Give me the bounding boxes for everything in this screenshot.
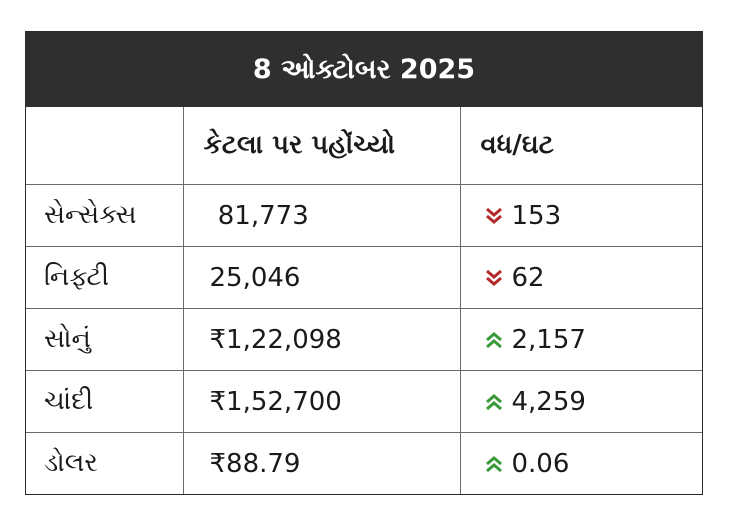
table-row: સેન્સેક્સ 81,773 153 <box>26 184 702 247</box>
row-change: 2,157 <box>511 324 586 355</box>
double-chevron-down-icon <box>485 268 503 288</box>
row-name: ચાંદી <box>26 370 184 433</box>
row-change-cell: 4,259 <box>459 370 702 433</box>
row-value: 81,773 <box>182 184 461 247</box>
row-change: 62 <box>511 262 545 293</box>
row-value: ₹88.79 <box>182 432 461 494</box>
date-title: 8 ઓક્ટોબર 2025 <box>26 32 702 107</box>
row-change: 0.06 <box>511 448 570 479</box>
market-summary-card: 8 ઓક્ટોબર 2025 કેટલા પર પહોંચ્યો વધ/ઘટ સ… <box>25 31 703 495</box>
double-chevron-up-icon <box>485 392 503 412</box>
row-name: સેન્સેક્સ <box>26 184 184 247</box>
table-row: ચાંદી ₹1,52,700 4,259 <box>26 370 702 433</box>
row-change-cell: 0.06 <box>459 432 702 494</box>
table-row: સોનું ₹1,22,098 2,157 <box>26 308 702 371</box>
double-chevron-down-icon <box>485 206 503 226</box>
row-name: ડોલર <box>26 432 184 494</box>
row-value: ₹1,22,098 <box>182 308 461 371</box>
row-change-cell: 62 <box>459 246 702 309</box>
row-change-cell: 153 <box>459 184 702 247</box>
double-chevron-up-icon <box>485 330 503 350</box>
row-name: સોનું <box>26 308 184 371</box>
row-value: 25,046 <box>182 246 461 309</box>
header-change: વધ/ઘટ <box>459 107 702 185</box>
table-row: ડોલર ₹88.79 0.06 <box>26 432 702 494</box>
table-header-row: કેટલા પર પહોંચ્યો વધ/ઘટ <box>26 107 702 185</box>
header-reached: કેટલા પર પહોંચ્યો <box>182 107 461 185</box>
row-value: ₹1,52,700 <box>182 370 461 433</box>
row-change: 4,259 <box>511 386 586 417</box>
row-change-cell: 2,157 <box>459 308 702 371</box>
market-table: કેટલા પર પહોંચ્યો વધ/ઘટ સેન્સેક્સ 81,773… <box>26 107 702 494</box>
double-chevron-up-icon <box>485 454 503 474</box>
table-row: નિફ્ટી 25,046 62 <box>26 246 702 309</box>
header-blank <box>26 107 184 185</box>
row-change: 153 <box>511 200 562 231</box>
row-name: નિફ્ટી <box>26 246 184 309</box>
